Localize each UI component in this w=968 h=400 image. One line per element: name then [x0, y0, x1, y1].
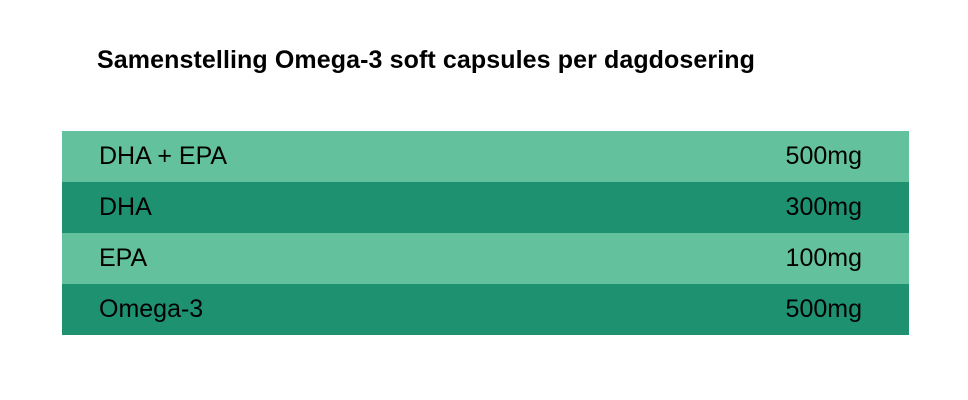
row-name: EPA	[99, 244, 148, 272]
table-row: EPA 100mg	[62, 233, 909, 284]
table-row: DHA + EPA 500mg	[62, 131, 909, 182]
row-name: DHA + EPA	[99, 142, 228, 170]
row-amount: 300mg	[785, 193, 862, 221]
composition-table: DHA + EPA 500mg DHA 300mg EPA 100mg Omeg…	[62, 131, 909, 335]
table-row: DHA 300mg	[62, 182, 909, 233]
page-title: Samenstelling Omega-3 soft capsules per …	[97, 46, 756, 74]
row-amount: 100mg	[785, 244, 862, 272]
row-name: Omega-3	[99, 295, 204, 323]
table-row: Omega-3 500mg	[62, 284, 909, 335]
row-amount: 500mg	[785, 142, 862, 170]
row-name: DHA	[99, 193, 152, 221]
row-amount: 500mg	[785, 295, 862, 323]
